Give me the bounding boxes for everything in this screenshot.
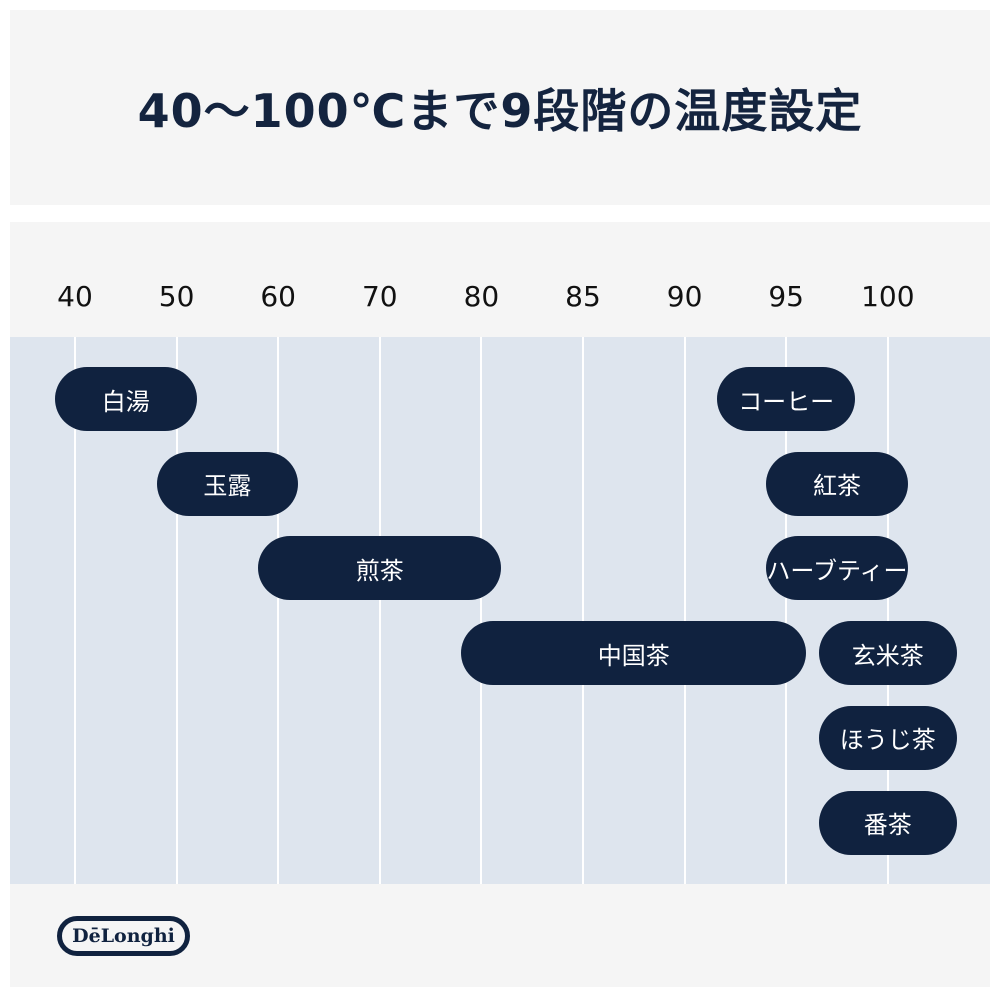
range-bar: ハーブティー [766, 536, 908, 601]
title-panel: 40〜100℃まで9段階の温度設定 [10, 10, 990, 205]
range-bar: 番茶 [818, 790, 957, 855]
gridline [175, 337, 178, 884]
x-tick-label: 40 [57, 280, 93, 313]
x-tick-label: 70 [361, 280, 398, 313]
gridline [378, 337, 381, 884]
x-tick-label: 90 [666, 280, 703, 313]
range-bar: コーヒー [717, 367, 856, 431]
delonghi-logo: DēLonghi [57, 916, 190, 956]
x-tick-label: 85 [565, 280, 601, 313]
range-bar: 玄米茶 [818, 621, 957, 686]
gridline [277, 337, 280, 884]
x-tick-label: 50 [158, 280, 195, 313]
gridline [480, 337, 483, 884]
gridline [74, 337, 76, 884]
range-bar: ほうじ茶 [818, 705, 957, 770]
x-tick-label: 100 [861, 280, 915, 313]
range-bar: 中国茶 [461, 621, 807, 686]
gridline [785, 337, 788, 884]
x-tick-label: 80 [463, 280, 500, 313]
gridline [886, 337, 889, 884]
gridline [582, 337, 584, 884]
x-tick-label: 60 [260, 280, 297, 313]
range-bar: 玉露 [156, 451, 299, 516]
range-bar: 白湯 [55, 367, 197, 431]
gridline [683, 337, 686, 884]
x-tick-label: 95 [768, 280, 805, 313]
chart-panel: 40 50 60 70 80 85 90 95 100 白湯 コーヒー玉露 紅茶煎茶 ハーブティー中国茶… [10, 222, 990, 987]
range-bar: 煎茶 [258, 536, 502, 601]
chart-title: 40〜100℃まで9段階の温度設定 [137, 83, 863, 138]
range-bar: 紅茶 [766, 451, 908, 516]
